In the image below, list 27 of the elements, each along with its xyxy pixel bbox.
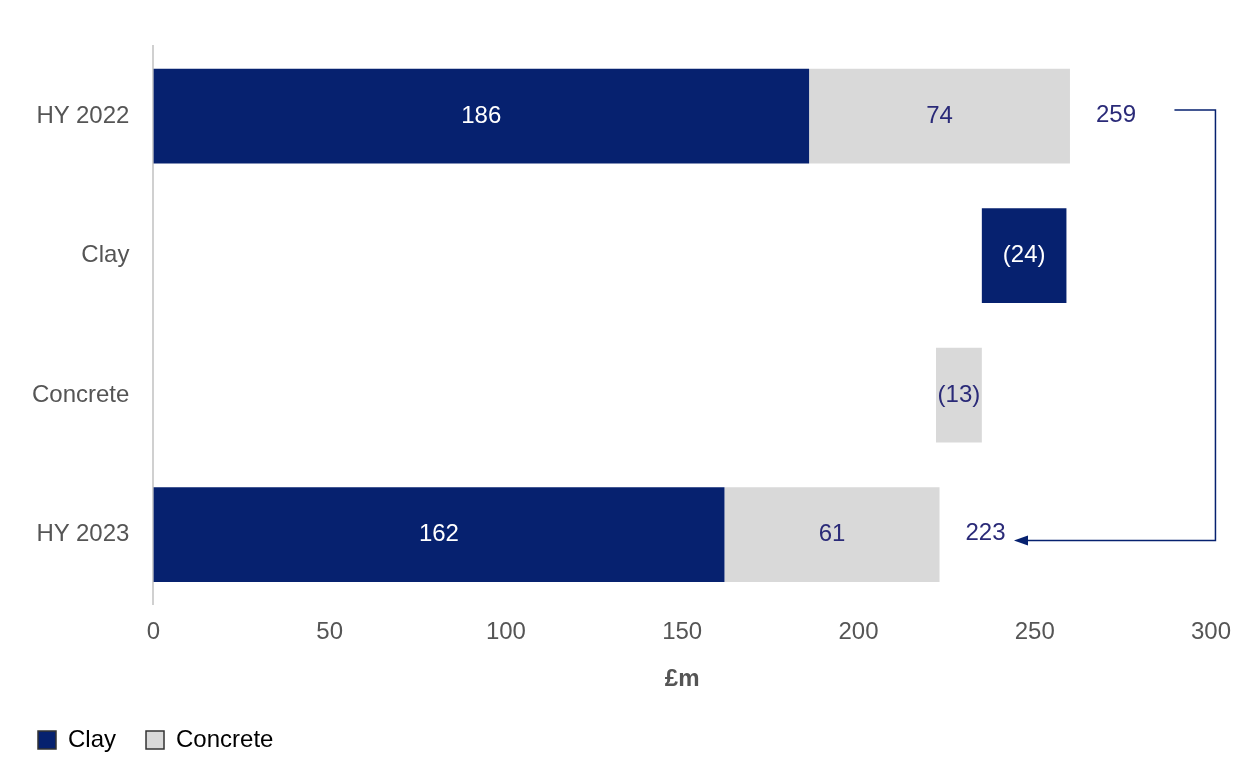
bar [809, 68, 1070, 164]
bar [724, 487, 940, 583]
bar [936, 347, 982, 443]
data-label: 162 [418, 519, 459, 547]
x-tick-label: 300 [1190, 617, 1231, 645]
data-label: 74 [926, 100, 953, 128]
data-label: 61 [818, 519, 846, 547]
data-label: (13) [937, 379, 981, 407]
x-tick-label: 200 [838, 617, 879, 645]
bar [153, 487, 725, 583]
legend-label: Concrete [176, 724, 274, 752]
y-tick-label: HY 2022 [36, 100, 130, 128]
y-tick-label: HY 2023 [36, 519, 130, 547]
x-tick-label: 0 [146, 617, 161, 645]
x-axis-title: £m [664, 664, 700, 692]
data-label: (24) [1002, 240, 1046, 268]
bar [981, 208, 1067, 304]
y-tick-label: Concrete [31, 379, 130, 407]
bar [153, 68, 810, 164]
x-tick-label: 150 [662, 617, 703, 645]
total-label: 223 [965, 518, 1006, 546]
x-tick-label: 100 [485, 617, 526, 645]
y-tick-label: Clay [81, 240, 130, 268]
total-label: 259 [1095, 99, 1136, 127]
x-tick-label: 50 [316, 617, 343, 645]
data-label: 186 [461, 100, 502, 128]
x-tick-label: 250 [1014, 617, 1055, 645]
